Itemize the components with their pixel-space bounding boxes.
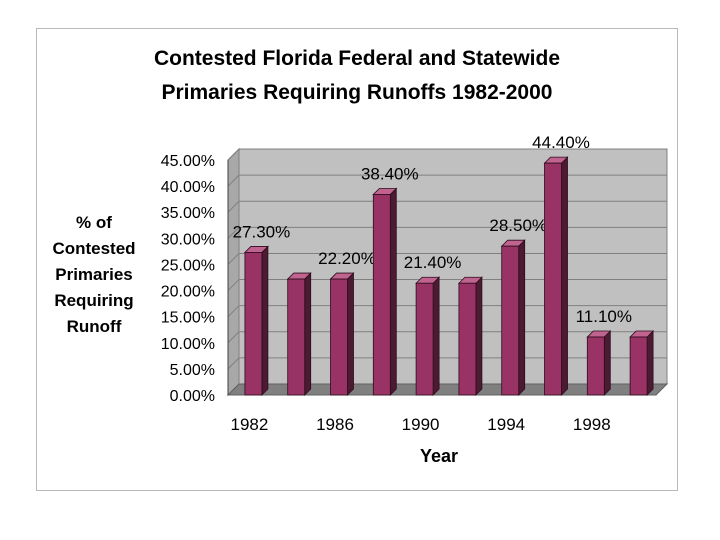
bar xyxy=(244,252,263,396)
bar-side xyxy=(347,272,354,396)
y-tick-label: 5.00% xyxy=(170,362,215,379)
y-tick-label: 15.00% xyxy=(161,310,215,327)
bar-side xyxy=(603,330,611,396)
bar-side xyxy=(646,330,654,396)
y-tick-label: 30.00% xyxy=(161,231,215,248)
x-axis-label: Year xyxy=(420,446,458,466)
bar xyxy=(544,162,562,396)
data-label: 22.20% xyxy=(318,249,376,268)
chart-side-wall xyxy=(227,147,240,397)
chart-title-line1: Contested Florida Federal and Statewide xyxy=(153,47,561,70)
bar xyxy=(287,278,306,396)
data-label: 21.40% xyxy=(404,253,462,272)
bar-side xyxy=(432,276,440,396)
gridline-side xyxy=(227,200,240,213)
bar xyxy=(501,245,520,396)
bar-side xyxy=(261,245,269,396)
y-tick-label: 0.00% xyxy=(170,388,215,405)
bar xyxy=(372,194,391,396)
x-tick-label: 1982 xyxy=(230,415,268,434)
y-axis-label-line: % of xyxy=(76,213,112,232)
bar xyxy=(629,336,648,396)
chart-title: Contested Florida Federal and Statewide … xyxy=(36,42,678,110)
y-tick-label: 35.00% xyxy=(161,205,215,222)
chart-title-line2: Primaries Requiring Runoffs 1982-2000 xyxy=(161,81,553,104)
data-label: 38.40% xyxy=(361,164,419,183)
bar-side xyxy=(475,276,483,396)
x-tick-label: 1994 xyxy=(487,415,525,434)
y-axis-label-line: Contested xyxy=(52,239,136,258)
gridline-side xyxy=(227,331,240,344)
bar xyxy=(586,336,605,396)
y-axis-label-line: Primaries xyxy=(55,265,133,284)
y-tick-label: 20.00% xyxy=(161,284,215,301)
y-axis-label: % of Contested Primaries Requiring Runof… xyxy=(44,210,144,340)
x-tick-label: 1990 xyxy=(402,415,440,434)
x-tick-label: 1986 xyxy=(316,415,354,434)
y-axis-label-line: Runoff xyxy=(66,317,122,336)
data-label: 11.10% xyxy=(576,307,632,326)
bar xyxy=(458,282,477,396)
y-axis-label-line: Requiring xyxy=(54,291,134,310)
gridline-side xyxy=(227,148,240,161)
gridline-side xyxy=(227,174,240,187)
bar xyxy=(415,282,434,396)
gridline-side xyxy=(227,253,240,265)
y-tick-label: 45.00% xyxy=(161,153,215,170)
y-tick-label: 10.00% xyxy=(161,336,215,353)
data-label: 27.30% xyxy=(233,222,291,241)
bar-side xyxy=(518,239,526,396)
gridline-side xyxy=(227,305,240,318)
x-tick-label: 1998 xyxy=(573,415,611,434)
gridline-side xyxy=(227,357,240,370)
gridline-side xyxy=(227,226,240,239)
data-label: 44.40% xyxy=(532,133,590,152)
bar xyxy=(330,278,348,396)
gridline-side xyxy=(227,279,240,291)
bar-side xyxy=(304,272,312,396)
bar-side xyxy=(561,156,568,396)
data-label: 28.50% xyxy=(489,216,547,235)
y-tick-label: 25.00% xyxy=(161,257,215,274)
y-tick-label: 40.00% xyxy=(161,179,215,196)
bar-side xyxy=(389,187,397,396)
